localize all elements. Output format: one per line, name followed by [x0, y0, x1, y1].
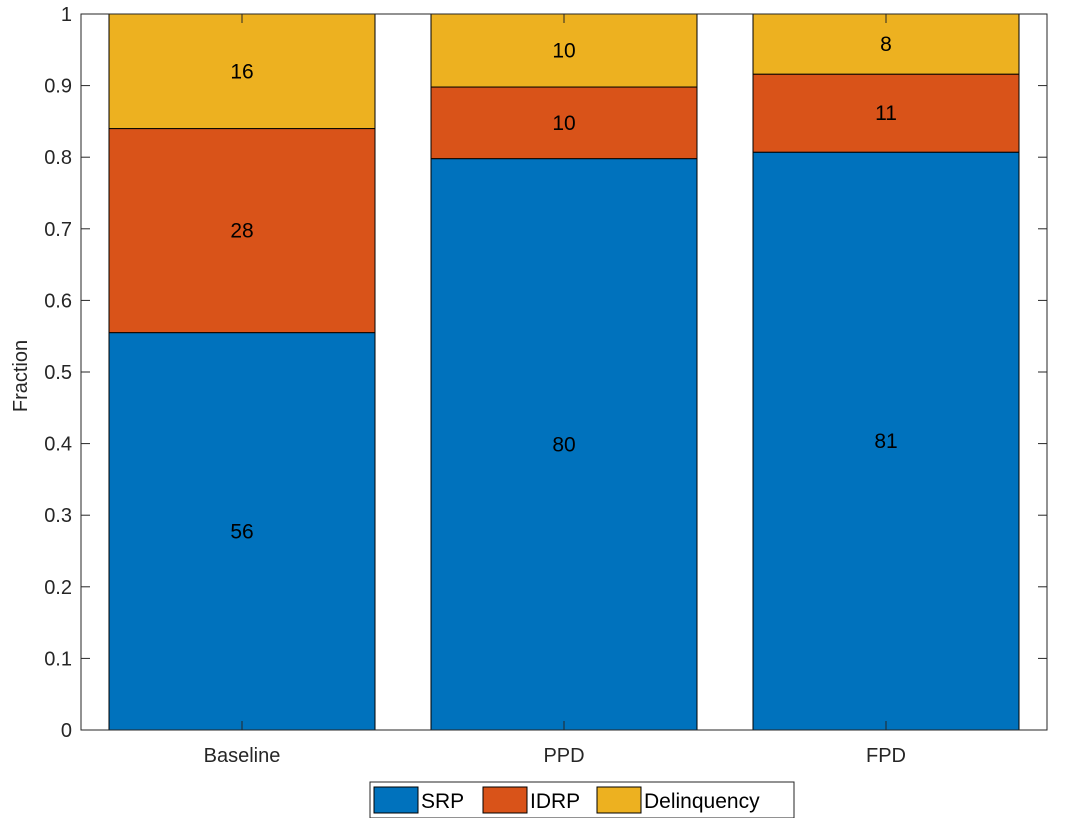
legend-label-srp[interactable]: SRP [421, 790, 464, 813]
legend-label-idrp[interactable]: IDRP [530, 790, 580, 813]
legend[interactable]: SRP IDRP Delinquency [370, 782, 794, 818]
data-label-delinquency-fpd: 8 [880, 33, 892, 56]
data-label-srp-ppd: 80 [552, 433, 575, 456]
x-tick-label-baseline: Baseline [204, 745, 281, 767]
y-tick-label: 0.4 [44, 434, 72, 456]
data-label-idrp-fpd: 11 [875, 102, 897, 125]
data-label-idrp-ppd: 10 [552, 112, 575, 135]
y-tick-label: 0.7 [44, 219, 72, 241]
data-label-delinquency-baseline: 16 [230, 60, 253, 83]
legend-label-delinquency[interactable]: Delinquency [644, 790, 760, 813]
y-tick-label: 1 [61, 4, 72, 26]
y-tick-label: 0.1 [44, 648, 72, 670]
data-label-idrp-baseline: 28 [230, 220, 253, 243]
y-tick-label: 0 [61, 720, 72, 742]
data-label-srp-fpd: 81 [874, 430, 897, 453]
y-tick-label: 0.9 [44, 76, 72, 98]
legend-swatch-srp[interactable] [374, 787, 418, 813]
legend-swatch-idrp[interactable] [483, 787, 527, 813]
y-tick-label: 0.3 [44, 505, 72, 527]
y-tick-label: 0.5 [44, 362, 72, 384]
x-tick-label-ppd: PPD [543, 745, 584, 767]
y-tick-label: 0.6 [44, 290, 72, 312]
y-tick-label: 0.2 [44, 577, 72, 599]
data-label-delinquency-ppd: 10 [552, 40, 575, 63]
data-label-srp-baseline: 56 [230, 520, 253, 543]
x-tick-label-fpd: FPD [866, 745, 906, 767]
y-axis-label: Fraction [10, 340, 32, 412]
legend-swatch-delinquency[interactable] [597, 787, 641, 813]
y-tick-label: 0.8 [44, 147, 72, 169]
